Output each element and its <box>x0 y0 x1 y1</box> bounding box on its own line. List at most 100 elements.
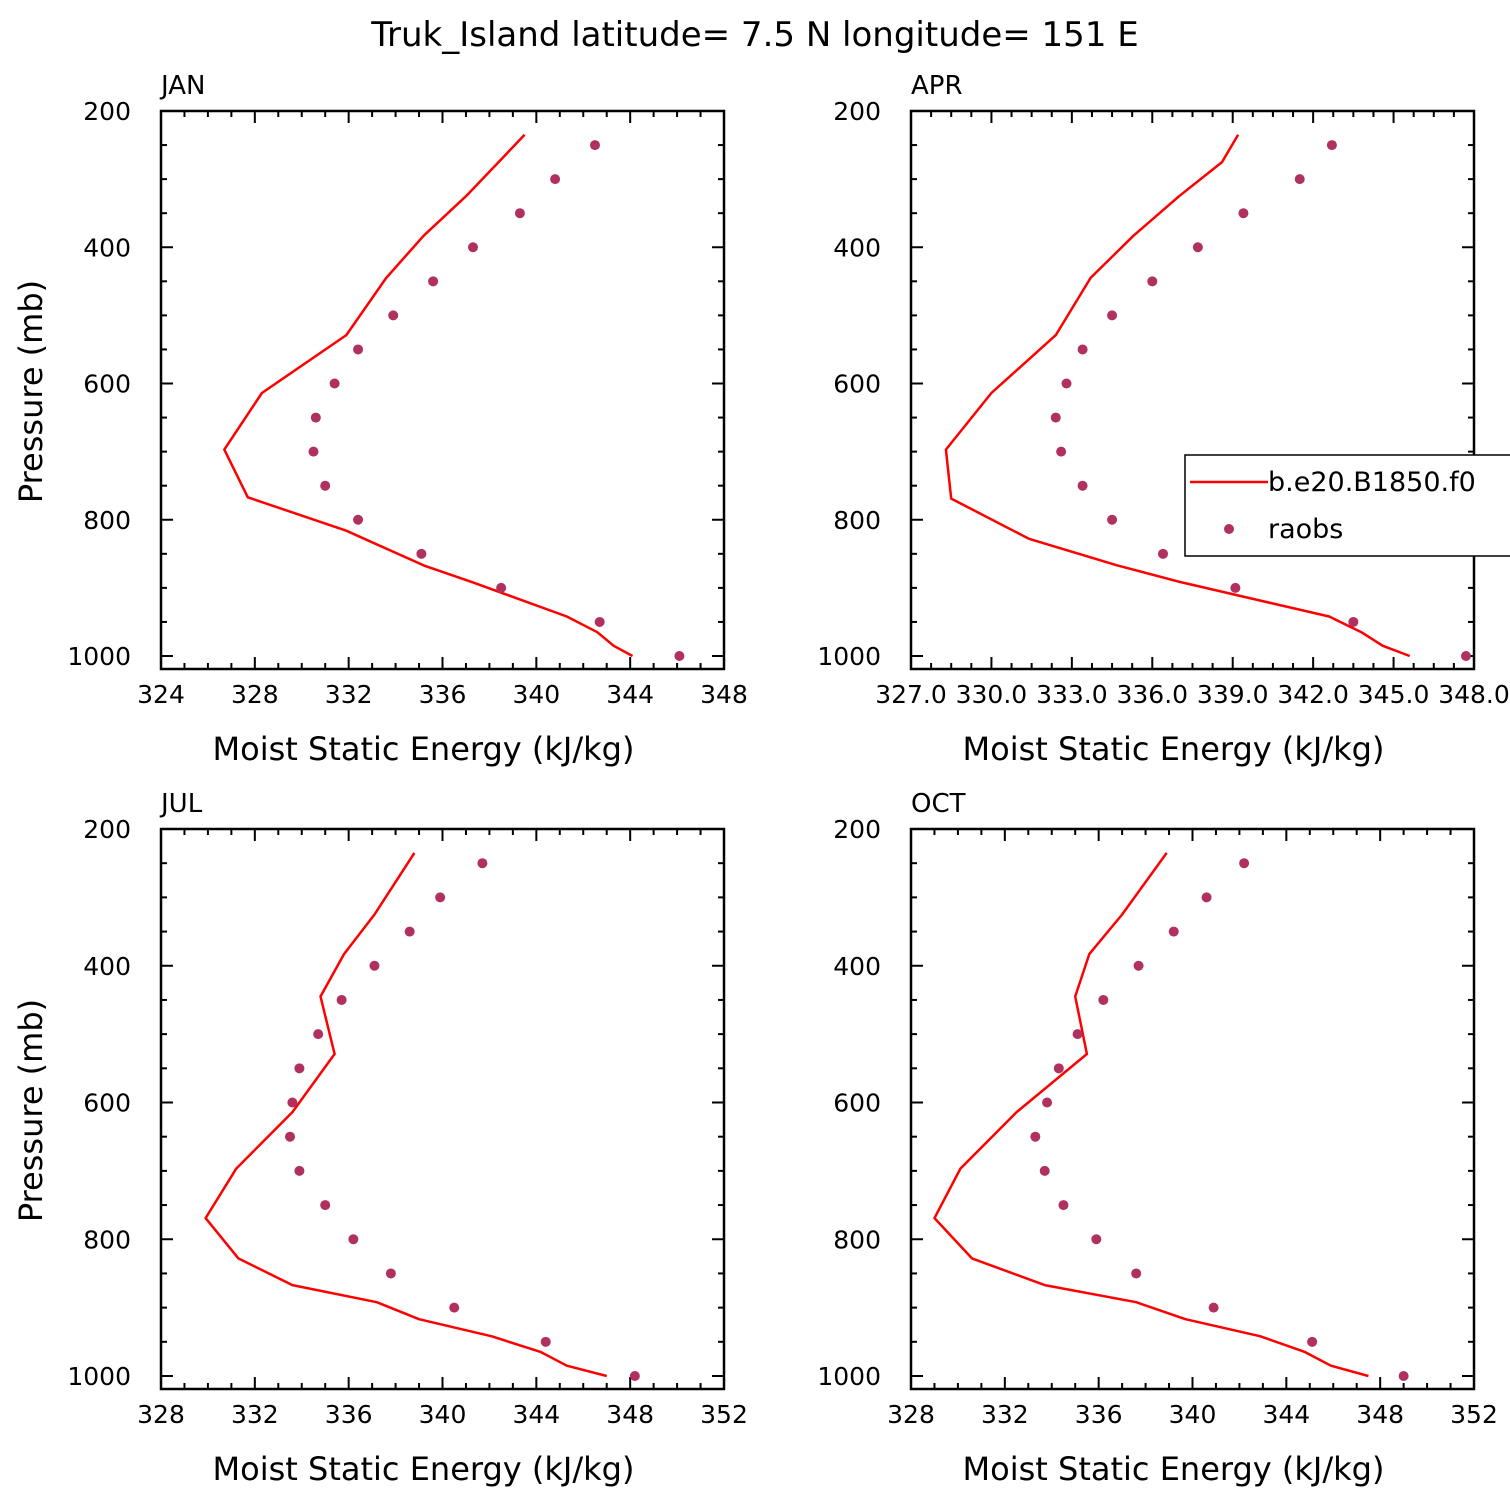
figure-title: Truk_Island latitude= 7.5 N longitude= 1… <box>370 15 1139 55</box>
data-point-raobs <box>287 1097 298 1108</box>
data-point-raobs <box>1039 1165 1050 1176</box>
x-tick-label: 336 <box>419 680 467 709</box>
x-tick-label: 342.0 <box>1277 680 1349 709</box>
series-line-model <box>204 852 608 1378</box>
y-tick-label: 200 <box>83 97 131 126</box>
panel-label-jan: JAN <box>159 71 205 101</box>
data-point-raobs <box>540 1336 551 1347</box>
data-point-raobs <box>1460 651 1471 661</box>
y-tick-label: 400 <box>83 952 131 981</box>
x-tick-label: 344 <box>1262 1400 1310 1429</box>
data-point-raobs <box>1168 926 1179 937</box>
data-point-raobs <box>313 1029 324 1040</box>
data-point-raobs <box>369 960 380 971</box>
data-point-raobs <box>428 276 439 287</box>
x-tick-label: 328 <box>231 680 279 709</box>
y-tick-label: 200 <box>83 815 131 844</box>
x-axis-label: Moist Static Energy (kJ/kg) <box>963 730 1385 768</box>
data-point-raobs <box>1208 1302 1219 1313</box>
y-tick-label: 800 <box>83 1225 131 1254</box>
data-point-raobs <box>353 344 364 355</box>
data-point-raobs <box>308 446 319 457</box>
data-point-raobs <box>1133 960 1144 971</box>
data-point-raobs <box>1107 310 1118 321</box>
data-point-raobs <box>1238 208 1249 219</box>
x-tick-label: 336 <box>1075 1400 1123 1429</box>
y-tick-label: 1000 <box>817 1362 881 1391</box>
data-point-raobs <box>320 480 331 491</box>
data-point-raobs <box>477 858 488 869</box>
data-point-raobs <box>294 1063 305 1074</box>
x-tick-label: 352 <box>1450 1400 1498 1429</box>
data-point-raobs <box>1098 994 1109 1005</box>
data-point-raobs <box>1230 582 1241 593</box>
data-point-raobs <box>1107 514 1118 525</box>
y-tick-label: 600 <box>833 370 881 399</box>
y-axis-label: Pressure (mb) <box>12 280 50 503</box>
panel-jul: JUL 328 332 336 340 344 348 352 200 400 600 800 1000… <box>12 789 748 1488</box>
y-tick-label: 600 <box>833 1089 881 1118</box>
y-tick-label: 800 <box>833 1225 881 1254</box>
x-tick-label: 352 <box>700 1400 748 1429</box>
data-point-raobs <box>1050 412 1061 423</box>
x-tick-label: 332 <box>981 1400 1029 1429</box>
x-tick-label: 344 <box>606 680 654 709</box>
x-tick-label: 327.0 <box>875 680 947 709</box>
x-tick-label: 345.0 <box>1358 680 1430 709</box>
data-point-raobs <box>1398 1371 1409 1381</box>
data-point-raobs <box>1061 378 1072 389</box>
x-tick-label: 340 <box>1169 1400 1217 1429</box>
y-tick-label: 1000 <box>67 642 131 671</box>
plot-frame-jul <box>159 827 726 1391</box>
data-point-raobs <box>496 582 507 593</box>
x-tick-label: 344 <box>512 1400 560 1429</box>
y-tick-label: 800 <box>833 506 881 535</box>
data-point-raobs <box>1201 892 1212 903</box>
x-tick-label: 336 <box>325 1400 373 1429</box>
panel-jan: JAN 324 328 332 336 340 344 348 200 400 600 800 1000… <box>12 71 748 768</box>
panel-oct: OCT 328 332 336 340 344 348 352 200 400 600 800 1000… <box>817 789 1497 1488</box>
data-point-raobs <box>310 412 321 423</box>
data-point-raobs <box>385 1268 396 1279</box>
x-axis-label: Moist Static Energy (kJ/kg) <box>213 730 635 768</box>
legend: b.e20.B1850.f0 raobs <box>1184 454 1510 557</box>
x-tick-label: 348.0 <box>1438 680 1510 709</box>
plot-frame-oct <box>909 827 1476 1391</box>
x-tick-label: 328 <box>137 1400 185 1429</box>
data-point-raobs <box>388 310 399 321</box>
data-point-raobs <box>594 616 605 627</box>
series-line-model <box>944 134 1411 658</box>
y-tick-label: 800 <box>83 506 131 535</box>
x-tick-label: 328 <box>887 1400 935 1429</box>
panel-label-apr: APR <box>911 71 963 101</box>
y-tick-label: 1000 <box>67 1362 131 1391</box>
x-axis-label: Moist Static Energy (kJ/kg) <box>963 1450 1385 1488</box>
data-point-raobs <box>1147 276 1158 287</box>
y-tick-label: 400 <box>833 952 881 981</box>
panel-apr: APR 327.0 330.0 333.0 336.0 339.0 342.0 345.0 34… <box>817 71 1509 768</box>
y-axis-label: Pressure (mb) <box>12 999 50 1222</box>
data-point-raobs <box>550 174 561 185</box>
data-point-raobs <box>1091 1234 1102 1245</box>
x-tick-label: 348 <box>1356 1400 1404 1429</box>
x-tick-label: 340 <box>419 1400 467 1429</box>
x-tick-label: 348 <box>700 680 748 709</box>
data-point-raobs <box>1307 1336 1318 1347</box>
x-axis-label: Moist Static Energy (kJ/kg) <box>213 1450 635 1488</box>
legend-box <box>1184 454 1510 557</box>
data-point-raobs <box>467 242 478 253</box>
data-point-raobs <box>353 514 364 525</box>
legend-label-obs: raobs <box>1268 514 1343 545</box>
legend-dot-swatch <box>1224 524 1234 534</box>
data-point-raobs <box>1239 858 1250 869</box>
y-tick-label: 600 <box>83 1089 131 1118</box>
data-point-raobs <box>416 548 427 559</box>
data-point-raobs <box>1294 174 1305 185</box>
data-point-raobs <box>1030 1131 1041 1142</box>
x-tick-label: 340 <box>512 680 560 709</box>
panel-label-jul: JUL <box>159 789 203 819</box>
data-point-raobs <box>294 1165 305 1176</box>
data-point-raobs <box>1058 1200 1069 1211</box>
data-point-raobs <box>1348 616 1359 627</box>
y-tick-label: 200 <box>833 815 881 844</box>
